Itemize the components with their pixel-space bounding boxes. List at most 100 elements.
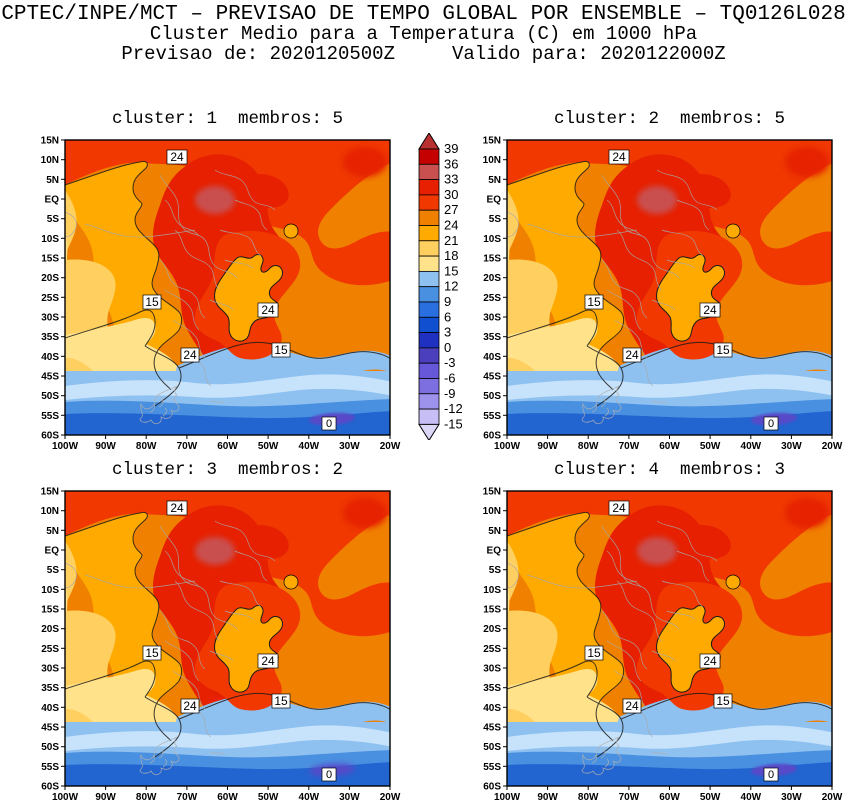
svg-text:20S: 20S bbox=[483, 273, 501, 284]
svg-text:12: 12 bbox=[444, 279, 458, 294]
svg-text:20W: 20W bbox=[380, 441, 401, 452]
svg-text:5N: 5N bbox=[46, 526, 59, 537]
svg-text:40S: 40S bbox=[41, 703, 59, 714]
svg-text:30: 30 bbox=[444, 187, 458, 202]
svg-text:15: 15 bbox=[716, 343, 730, 357]
svg-text:10S: 10S bbox=[41, 585, 59, 596]
svg-text:24: 24 bbox=[170, 501, 184, 515]
svg-text:24: 24 bbox=[183, 699, 197, 713]
svg-text:55S: 55S bbox=[41, 411, 59, 422]
svg-text:100W: 100W bbox=[52, 792, 79, 803]
svg-text:5S: 5S bbox=[489, 565, 502, 576]
svg-text:35S: 35S bbox=[483, 683, 501, 694]
svg-text:24: 24 bbox=[261, 303, 275, 317]
svg-text:24: 24 bbox=[703, 303, 717, 317]
svg-text:EQ: EQ bbox=[487, 546, 502, 557]
svg-text:15N: 15N bbox=[41, 487, 59, 498]
svg-text:9: 9 bbox=[444, 294, 451, 309]
svg-text:90W: 90W bbox=[537, 792, 558, 803]
svg-text:90W: 90W bbox=[95, 792, 116, 803]
svg-text:-15: -15 bbox=[444, 416, 462, 431]
svg-text:35S: 35S bbox=[41, 683, 59, 694]
svg-text:70W: 70W bbox=[619, 441, 640, 452]
svg-text:55S: 55S bbox=[483, 411, 501, 422]
svg-text:30S: 30S bbox=[41, 313, 59, 324]
svg-text:15: 15 bbox=[145, 295, 159, 309]
svg-text:24: 24 bbox=[612, 150, 626, 164]
svg-text:30W: 30W bbox=[339, 792, 360, 803]
svg-text:15S: 15S bbox=[41, 254, 59, 265]
svg-text:15: 15 bbox=[587, 295, 601, 309]
svg-text:20W: 20W bbox=[822, 792, 843, 803]
svg-text:50S: 50S bbox=[483, 391, 501, 402]
svg-text:40W: 40W bbox=[741, 792, 762, 803]
svg-text:20W: 20W bbox=[380, 792, 401, 803]
svg-text:18: 18 bbox=[444, 248, 458, 263]
svg-text:39: 39 bbox=[444, 141, 458, 156]
svg-text:60S: 60S bbox=[483, 782, 501, 793]
svg-text:24: 24 bbox=[625, 699, 639, 713]
svg-text:-6: -6 bbox=[444, 370, 456, 385]
svg-text:24: 24 bbox=[703, 654, 717, 668]
svg-text:60S: 60S bbox=[41, 431, 59, 442]
svg-text:30S: 30S bbox=[483, 664, 501, 675]
svg-text:60W: 60W bbox=[217, 792, 238, 803]
svg-text:EQ: EQ bbox=[487, 195, 502, 206]
svg-text:50W: 50W bbox=[700, 441, 721, 452]
svg-text:5S: 5S bbox=[47, 565, 60, 576]
svg-text:100W: 100W bbox=[52, 441, 79, 452]
svg-text:5S: 5S bbox=[47, 214, 60, 225]
svg-text:15N: 15N bbox=[483, 487, 501, 498]
svg-text:0: 0 bbox=[444, 340, 451, 355]
svg-text:15: 15 bbox=[444, 263, 458, 278]
svg-text:50W: 50W bbox=[258, 792, 279, 803]
svg-text:70W: 70W bbox=[177, 792, 198, 803]
svg-text:60S: 60S bbox=[483, 431, 501, 442]
svg-text:6: 6 bbox=[444, 309, 451, 324]
svg-text:10N: 10N bbox=[483, 155, 501, 166]
svg-text:40W: 40W bbox=[741, 441, 762, 452]
svg-text:20S: 20S bbox=[483, 624, 501, 635]
svg-text:80W: 80W bbox=[136, 441, 157, 452]
svg-text:0: 0 bbox=[326, 769, 332, 781]
svg-text:30S: 30S bbox=[41, 664, 59, 675]
svg-text:45S: 45S bbox=[483, 723, 501, 734]
svg-text:40S: 40S bbox=[41, 352, 59, 363]
svg-text:40W: 40W bbox=[299, 792, 320, 803]
svg-text:15N: 15N bbox=[41, 136, 59, 147]
svg-text:33: 33 bbox=[444, 172, 458, 187]
svg-text:10N: 10N bbox=[41, 506, 59, 517]
svg-text:50S: 50S bbox=[483, 742, 501, 753]
svg-text:24: 24 bbox=[261, 654, 275, 668]
svg-text:5S: 5S bbox=[489, 214, 502, 225]
svg-text:10S: 10S bbox=[483, 585, 501, 596]
svg-text:0: 0 bbox=[326, 418, 332, 430]
svg-text:24: 24 bbox=[183, 348, 197, 362]
svg-text:50S: 50S bbox=[41, 391, 59, 402]
svg-text:30S: 30S bbox=[483, 313, 501, 324]
svg-text:55S: 55S bbox=[41, 762, 59, 773]
svg-text:10S: 10S bbox=[483, 234, 501, 245]
svg-text:60W: 60W bbox=[659, 441, 680, 452]
svg-text:15N: 15N bbox=[483, 136, 501, 147]
svg-text:-3: -3 bbox=[444, 355, 456, 370]
svg-text:55S: 55S bbox=[483, 762, 501, 773]
svg-text:100W: 100W bbox=[494, 441, 521, 452]
svg-text:30W: 30W bbox=[339, 441, 360, 452]
svg-text:10N: 10N bbox=[41, 155, 59, 166]
svg-text:0: 0 bbox=[768, 769, 774, 781]
svg-text:80W: 80W bbox=[578, 441, 599, 452]
svg-text:24: 24 bbox=[612, 501, 626, 515]
svg-text:24: 24 bbox=[170, 150, 184, 164]
svg-text:50W: 50W bbox=[700, 792, 721, 803]
svg-text:70W: 70W bbox=[619, 792, 640, 803]
svg-text:15S: 15S bbox=[41, 605, 59, 616]
svg-text:27: 27 bbox=[444, 202, 458, 217]
svg-text:20S: 20S bbox=[41, 624, 59, 635]
svg-text:70W: 70W bbox=[177, 441, 198, 452]
svg-text:25S: 25S bbox=[41, 644, 59, 655]
svg-text:50S: 50S bbox=[41, 742, 59, 753]
svg-text:80W: 80W bbox=[578, 792, 599, 803]
svg-text:0: 0 bbox=[768, 418, 774, 430]
svg-text:15S: 15S bbox=[483, 605, 501, 616]
